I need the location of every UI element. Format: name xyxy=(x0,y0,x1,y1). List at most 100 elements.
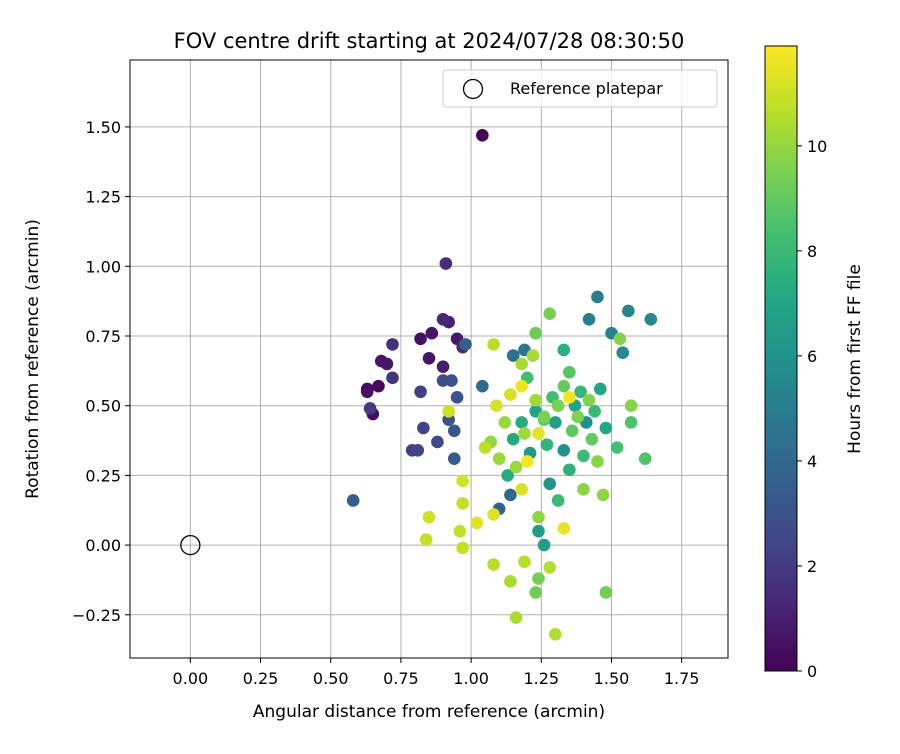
data-point xyxy=(529,393,542,407)
data-point xyxy=(599,421,613,435)
data-point xyxy=(582,393,596,407)
colorbar-gradient xyxy=(764,45,798,672)
data-point xyxy=(453,524,467,538)
data-point xyxy=(419,533,433,546)
colorbar-tick-label: 4 xyxy=(807,452,817,471)
data-point xyxy=(574,385,587,399)
colorbar-tick-label: 6 xyxy=(807,347,817,366)
legend-box xyxy=(442,69,718,108)
data-point xyxy=(504,575,517,588)
data-point xyxy=(549,416,562,429)
data-point xyxy=(593,382,607,396)
data-point xyxy=(543,307,557,320)
data-point xyxy=(515,416,528,429)
data-point xyxy=(346,494,360,507)
data-point xyxy=(540,438,554,452)
data-point xyxy=(543,561,557,574)
x-tick-label: 1.25 xyxy=(523,669,559,688)
data-point xyxy=(518,555,531,569)
data-point xyxy=(504,488,517,502)
data-point xyxy=(506,349,520,362)
y-tick-label: −0.25 xyxy=(72,606,121,625)
data-point xyxy=(478,441,492,454)
colorbar-tick-label: 10 xyxy=(807,137,827,156)
data-point xyxy=(509,611,523,624)
data-point xyxy=(515,357,528,371)
data-point xyxy=(591,455,604,468)
data-point xyxy=(501,469,514,482)
reference-marker xyxy=(180,534,201,556)
x-axis-ticks: 0.00 0.25 0.50 0.75 1.00 1.25 1.50 1.75 xyxy=(173,658,700,688)
data-point xyxy=(529,326,542,340)
data-point xyxy=(543,477,557,491)
x-tick-label: 0.75 xyxy=(383,669,419,688)
data-point xyxy=(515,483,528,496)
colorbar-label: Hours from first FF file xyxy=(845,264,865,454)
x-tick-label: 1.75 xyxy=(664,669,700,688)
data-point xyxy=(563,365,576,379)
data-point xyxy=(431,435,444,449)
data-point xyxy=(445,374,458,387)
data-point xyxy=(470,516,484,530)
data-point xyxy=(380,357,394,371)
data-point xyxy=(386,371,399,385)
data-point xyxy=(414,332,427,346)
data-point xyxy=(363,402,377,415)
data-point xyxy=(624,399,638,412)
data-point xyxy=(537,410,551,424)
data-point xyxy=(529,586,542,599)
legend-label: Reference platepar xyxy=(510,79,663,98)
data-point xyxy=(577,449,590,463)
x-tick-label: 0.50 xyxy=(313,669,349,688)
data-point xyxy=(596,488,610,502)
y-tick-label: 0.75 xyxy=(85,327,121,346)
data-point xyxy=(450,391,464,404)
data-point xyxy=(487,338,500,351)
data-point xyxy=(577,483,590,496)
data-point xyxy=(551,494,565,507)
data-point xyxy=(532,524,545,538)
data-point xyxy=(490,399,503,412)
data-point xyxy=(551,399,565,412)
colorbar-tick-label: 8 xyxy=(807,242,817,261)
data-point xyxy=(417,421,430,435)
chart-title: FOV centre drift starting at 2024/07/28 … xyxy=(174,29,685,53)
colorbar-ticks: 0 2 4 6 8 10 xyxy=(797,137,827,681)
data-point xyxy=(456,474,469,488)
y-tick-label: 0.25 xyxy=(85,466,121,485)
data-point xyxy=(459,338,472,351)
data-point xyxy=(414,385,427,399)
x-tick-label: 1.50 xyxy=(594,669,630,688)
x-tick-label: 0.25 xyxy=(243,669,279,688)
data-point xyxy=(613,332,627,346)
data-point xyxy=(487,508,500,521)
data-point xyxy=(509,460,523,474)
data-point xyxy=(622,304,635,318)
data-point xyxy=(557,379,571,393)
data-point xyxy=(518,427,531,440)
data-point xyxy=(456,496,469,510)
colorbar-tick-label: 2 xyxy=(807,557,817,576)
y-tick-label: 1.00 xyxy=(85,257,121,276)
reference-point xyxy=(180,534,201,556)
x-tick-label: 0.00 xyxy=(173,669,209,688)
data-point xyxy=(557,343,571,357)
data-point xyxy=(585,432,599,446)
colorbar-tick-label: 0 xyxy=(807,662,817,681)
data-point xyxy=(537,538,551,552)
data-point xyxy=(447,424,461,438)
data-point xyxy=(588,404,601,418)
data-point xyxy=(520,455,534,468)
data-point xyxy=(456,541,469,555)
data-point xyxy=(439,257,453,270)
data-point xyxy=(565,424,579,438)
y-tick-label: 1.25 xyxy=(85,188,121,207)
data-point xyxy=(372,379,385,393)
y-axis-label: Rotation from reference (arcmin) xyxy=(23,219,43,499)
y-tick-label: 0.00 xyxy=(85,536,121,555)
data-point xyxy=(644,312,658,326)
data-point xyxy=(504,388,517,401)
y-axis-ticks: −0.25 0.00 0.25 0.50 0.75 1.00 1.25 1.50 xyxy=(72,118,130,625)
data-point xyxy=(532,427,545,440)
